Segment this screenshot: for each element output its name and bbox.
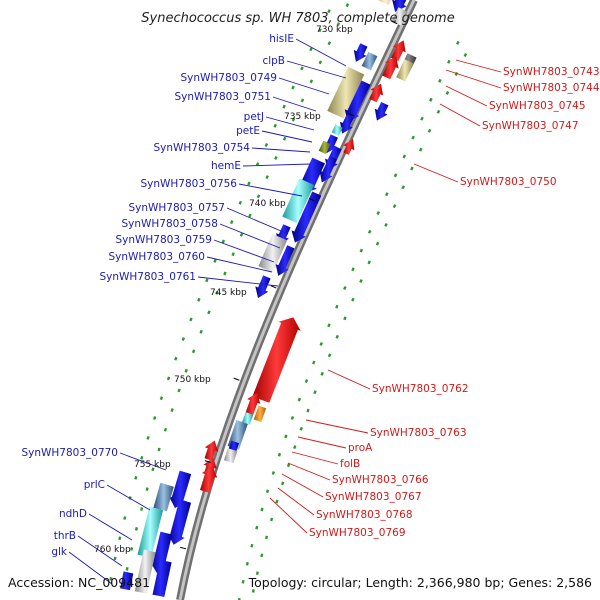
- gene-label-right-2[interactable]: SynWH7803_0745: [489, 100, 586, 112]
- gene-label-left-1[interactable]: clpB: [262, 55, 285, 67]
- gene-label-left-7[interactable]: hemE: [211, 160, 241, 172]
- gene-label-right-9[interactable]: SynWH7803_0766: [332, 474, 429, 486]
- tick-labels: 730 kbp 735 kbp 740 kbp 745 kbp 750 kbp 755 k…: [94, 25, 353, 555]
- gene-label-left-13[interactable]: SynWH7803_0761: [99, 271, 196, 283]
- gene-label-right-11[interactable]: SynWH7803_0768: [316, 509, 413, 521]
- gene-label-left-14[interactable]: SynWH7803_0770: [21, 447, 118, 459]
- gene-label-left-6[interactable]: SynWH7803_0754: [153, 142, 250, 154]
- gene-label-right-3[interactable]: SynWH7803_0747: [482, 120, 579, 132]
- gene-label-left-0[interactable]: hisIE: [269, 33, 294, 45]
- gene-label-right-7[interactable]: proA: [348, 442, 373, 454]
- gene-labels-left: hisIE clpB SynWH7803_0749 SynWH7803_0751pet…: [21, 33, 294, 558]
- tick-marks: [180, 20, 398, 550]
- gene-label-left-11[interactable]: SynWH7803_0759: [115, 234, 212, 246]
- tick-label-4: 750 kbp: [174, 375, 211, 385]
- tick-label-1: 735 kbp: [284, 112, 321, 122]
- gene-label-right-1[interactable]: SynWH7803_0744: [503, 82, 600, 94]
- backbone: [176, 0, 418, 600]
- leader-lines: [68, 38, 502, 585]
- gene-label-left-2[interactable]: SynWH7803_0749: [180, 72, 277, 84]
- gene-label-left-9[interactable]: SynWH7803_0757: [128, 202, 225, 214]
- gene-label-left-18[interactable]: glk: [51, 546, 68, 558]
- gene-label-left-15[interactable]: prlC: [84, 479, 105, 491]
- gene-label-right-8[interactable]: folB: [340, 458, 360, 470]
- gene-labels-right: SynWH7803_0743 SynWH7803_0744 SynWH7803_07…: [309, 66, 600, 539]
- gene-features: [117, 0, 417, 598]
- gene-label-right-0[interactable]: SynWH7803_0743: [503, 66, 600, 78]
- gene-label-left-17[interactable]: thrB: [54, 530, 76, 542]
- gene-label-left-3[interactable]: SynWH7803_0751: [174, 91, 271, 103]
- topology-text: Topology: circular; Length: 2,366,980 bp…: [248, 575, 592, 590]
- tick-label-6: 760 kbp: [94, 545, 131, 555]
- gene-label-right-12[interactable]: SynWH7803_0769: [309, 527, 406, 539]
- gene-label-left-12[interactable]: SynWH7803_0760: [108, 251, 205, 263]
- tick-label-2: 740 kbp: [249, 199, 286, 209]
- gene-label-right-5[interactable]: SynWH7803_0762: [372, 383, 469, 395]
- gene-label-left-10[interactable]: SynWH7803_0758: [121, 218, 218, 230]
- gene-label-left-16[interactable]: ndhD: [59, 508, 87, 520]
- tick-label-3: 745 kbp: [210, 288, 247, 298]
- gene-label-left-5[interactable]: petE: [236, 125, 260, 137]
- dot-tracks: [109, 3, 468, 600]
- gene-label-right-6[interactable]: SynWH7803_0763: [370, 427, 467, 439]
- tick-label-0: 730 kbp: [316, 25, 353, 35]
- gene-label-right-4[interactable]: SynWH7803_0750: [460, 176, 557, 188]
- gene-label-left-8[interactable]: SynWH7803_0756: [140, 178, 237, 190]
- genome-title: Synechococcus sp. WH 7803, complete geno…: [141, 11, 454, 26]
- accession-text: Accession: NC_009481: [8, 575, 150, 590]
- tick-label-5: 755 kbp: [134, 460, 171, 470]
- gene-label-right-10[interactable]: SynWH7803_0767: [325, 491, 422, 503]
- gene-label-left-4[interactable]: petJ: [244, 111, 264, 123]
